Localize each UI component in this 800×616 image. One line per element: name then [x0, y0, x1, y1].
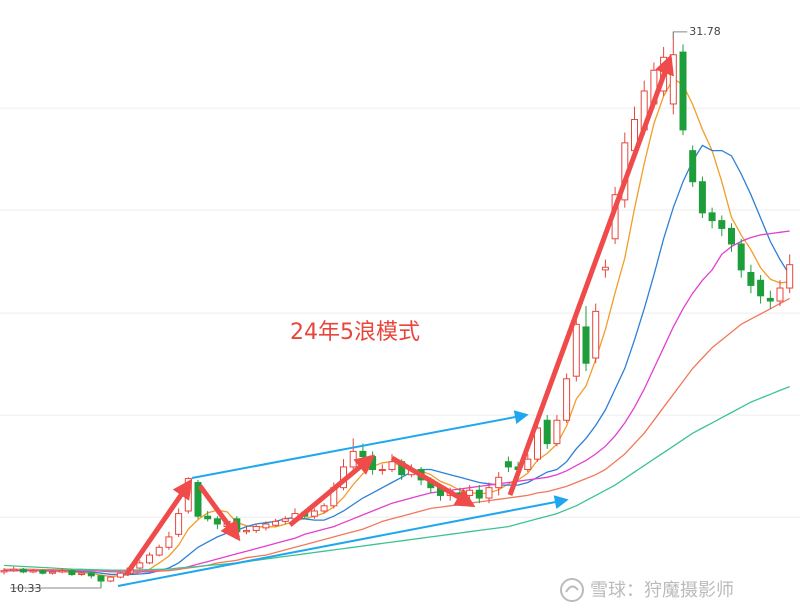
candle-body [49, 571, 56, 574]
candle-body [194, 481, 202, 517]
candle-body [243, 529, 250, 533]
candle-body [504, 461, 512, 468]
candle-body [524, 458, 532, 471]
candle-body [87, 572, 95, 577]
candle-body [252, 526, 260, 531]
candle-body [757, 279, 765, 297]
candle-body [136, 562, 144, 569]
min-label: 10.33 [10, 582, 42, 595]
candle-body [0, 570, 8, 573]
annotation: 24年5浪模式 [290, 320, 420, 345]
candle-body [698, 181, 706, 214]
candle-body [107, 576, 115, 582]
candle-body [689, 150, 697, 183]
candle-body [388, 461, 396, 471]
candle-body [786, 264, 794, 289]
candle-body [475, 489, 483, 499]
candle-body [310, 510, 318, 517]
candle-body [10, 568, 18, 572]
wave-arrow [288, 454, 376, 527]
wave-arrow [123, 478, 193, 577]
candle-body [68, 570, 76, 576]
candle-body [204, 515, 212, 520]
max-leader [672, 31, 688, 40]
candle-body [466, 489, 474, 496]
candle-body [679, 51, 687, 131]
candle-body [378, 469, 386, 472]
candle-body [728, 227, 735, 245]
candle-body [359, 450, 367, 458]
candle-body [272, 520, 280, 526]
candle-body [747, 271, 755, 286]
candle-body [349, 450, 357, 468]
max-label: 31.78 [689, 25, 721, 38]
candle-body [97, 575, 105, 582]
candle-body [485, 487, 493, 499]
candle-body [495, 476, 503, 489]
candle-body [39, 570, 47, 574]
candle-body [563, 378, 571, 421]
moving-average [3, 385, 790, 571]
candle-body [262, 523, 270, 529]
candle-body [175, 513, 183, 535]
candle-body [601, 266, 609, 271]
candle-body [155, 546, 163, 556]
wave-arrow [197, 484, 241, 542]
candle-body [281, 518, 289, 522]
candle-body [543, 419, 551, 445]
candle-body [572, 323, 580, 377]
candle-body [116, 572, 124, 578]
candle-body [553, 419, 561, 445]
candle-body [146, 554, 153, 564]
candle-body [165, 536, 173, 548]
watermark-logo [560, 578, 584, 602]
candle-body [718, 220, 726, 229]
candle-body [582, 326, 590, 364]
wave-arrow [507, 54, 674, 496]
candle-body [592, 310, 600, 359]
candle-body [320, 505, 328, 512]
candle-body [737, 243, 745, 271]
wave-arrow [390, 455, 476, 508]
candle-body [669, 54, 677, 105]
trend-arrow [191, 410, 529, 479]
candle-body [58, 570, 66, 573]
watermark: 雪球：狩魔摄影师 [590, 580, 734, 601]
moving-average [4, 230, 790, 573]
moving-average [4, 144, 791, 576]
candle-body [29, 570, 37, 573]
candle-body [19, 568, 27, 573]
moving-average [4, 77, 790, 577]
candle-body [78, 572, 86, 576]
candle-body [534, 427, 541, 460]
trend-arrow [117, 495, 569, 587]
candle-body [776, 287, 784, 302]
candle-body [213, 518, 221, 525]
candle-body [766, 297, 774, 302]
candle-body [708, 212, 716, 222]
